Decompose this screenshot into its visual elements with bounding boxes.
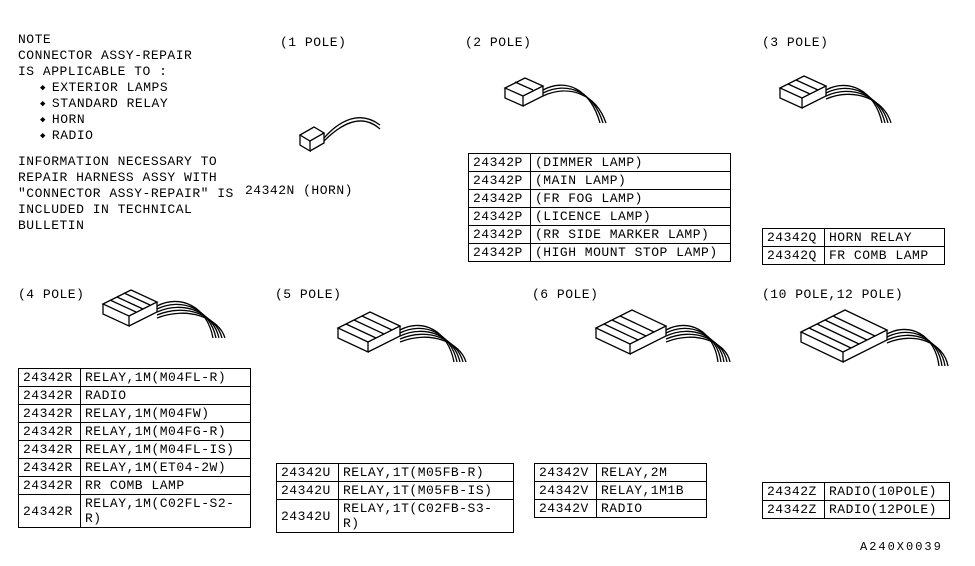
title-4pole: (4 POLE) (18, 287, 84, 302)
connector-3pole-icon (770, 68, 900, 147)
note-block: NOTE CONNECTOR ASSY-REPAIR IS APPLICABLE… (18, 32, 234, 234)
table-10-12pole: 24342ZRADIO(10POLE) 24342ZRADIO(12POLE) (762, 482, 950, 519)
table-row: 24342RRELAY,1M(ET04-2W) (19, 459, 251, 477)
table-row: 24342QFR COMB LAMP (763, 247, 945, 265)
table-row: 24342P(RR SIDE MARKER LAMP) (469, 226, 731, 244)
table-row: 24342RRELAY,1M(M04FL-R) (19, 369, 251, 387)
connector-5pole-icon (330, 300, 470, 389)
connector-6pole-icon (588, 300, 733, 389)
title-1pole: (1 POLE) (280, 35, 346, 50)
table-row: 24342P(DIMMER LAMP) (469, 154, 731, 172)
note-heading: NOTE (18, 32, 234, 48)
table-row: 24342ZRADIO(12POLE) (763, 501, 950, 519)
table-6pole: 24342VRELAY,2M 24342VRELAY,1M1B 24342VRA… (534, 463, 707, 518)
table-row: 24342QHORN RELAY (763, 229, 945, 247)
table-row: 24342VRELAY,1M1B (535, 482, 707, 500)
connector-4pole-icon (95, 280, 230, 364)
table-4pole: 24342RRELAY,1M(M04FL-R) 24342RRADIO 2434… (18, 368, 251, 528)
table-row: 24342VRELAY,2M (535, 464, 707, 482)
bullet-item: STANDARD RELAY (40, 96, 234, 112)
table-row: 24342RRR COMB LAMP (19, 477, 251, 495)
connector-2pole-icon (495, 68, 615, 147)
note-line2: IS APPLICABLE TO : (18, 64, 234, 80)
note-bullets: EXTERIOR LAMPS STANDARD RELAY HORN RADIO (40, 80, 234, 144)
table-row: 24342RRELAY,1M(M04FW) (19, 405, 251, 423)
table-row: 24342VRADIO (535, 500, 707, 518)
bullet-item: HORN (40, 112, 234, 128)
note-info: INFORMATION NECESSARY TO REPAIR HARNESS … (18, 154, 234, 234)
title-2pole: (2 POLE) (465, 35, 531, 50)
table-5pole: 24342URELAY,1T(M05FB-R) 24342URELAY,1T(M… (276, 463, 514, 533)
title-3pole: (3 POLE) (762, 35, 828, 50)
bullet-item: EXTERIOR LAMPS (40, 80, 234, 96)
table-3pole: 24342QHORN RELAY 24342QFR COMB LAMP (762, 228, 945, 265)
part-id: A240X0039 (860, 540, 943, 554)
table-row: 24342RRELAY,1M(M04FL-IS) (19, 441, 251, 459)
table-row: 24342P(LICENCE LAMP) (469, 208, 731, 226)
connector-10-12pole-icon (795, 300, 950, 394)
table-row: 24342RRELAY,1M(C02FL-S2-R) (19, 495, 251, 528)
table-row: 24342P(MAIN LAMP) (469, 172, 731, 190)
note-line1: CONNECTOR ASSY-REPAIR (18, 48, 234, 64)
table-row: 24342P(HIGH MOUNT STOP LAMP) (469, 244, 731, 262)
table-row: 24342ZRADIO(10POLE) (763, 483, 950, 501)
bullet-item: RADIO (40, 128, 234, 144)
table-row: 24342URELAY,1T(C02FB-S3-R) (277, 500, 514, 533)
table-row: 24342RRELAY,1M(M04FG-R) (19, 423, 251, 441)
table-row: 24342P(FR FOG LAMP) (469, 190, 731, 208)
connector-1pole-icon (290, 105, 390, 179)
table-row: 24342RRADIO (19, 387, 251, 405)
table-row: 24342URELAY,1T(M05FB-R) (277, 464, 514, 482)
connector-1pole-label: 24342N (HORN) (245, 183, 353, 198)
table-2pole: 24342P(DIMMER LAMP) 24342P(MAIN LAMP) 24… (468, 153, 731, 262)
table-row: 24342URELAY,1T(M05FB-IS) (277, 482, 514, 500)
